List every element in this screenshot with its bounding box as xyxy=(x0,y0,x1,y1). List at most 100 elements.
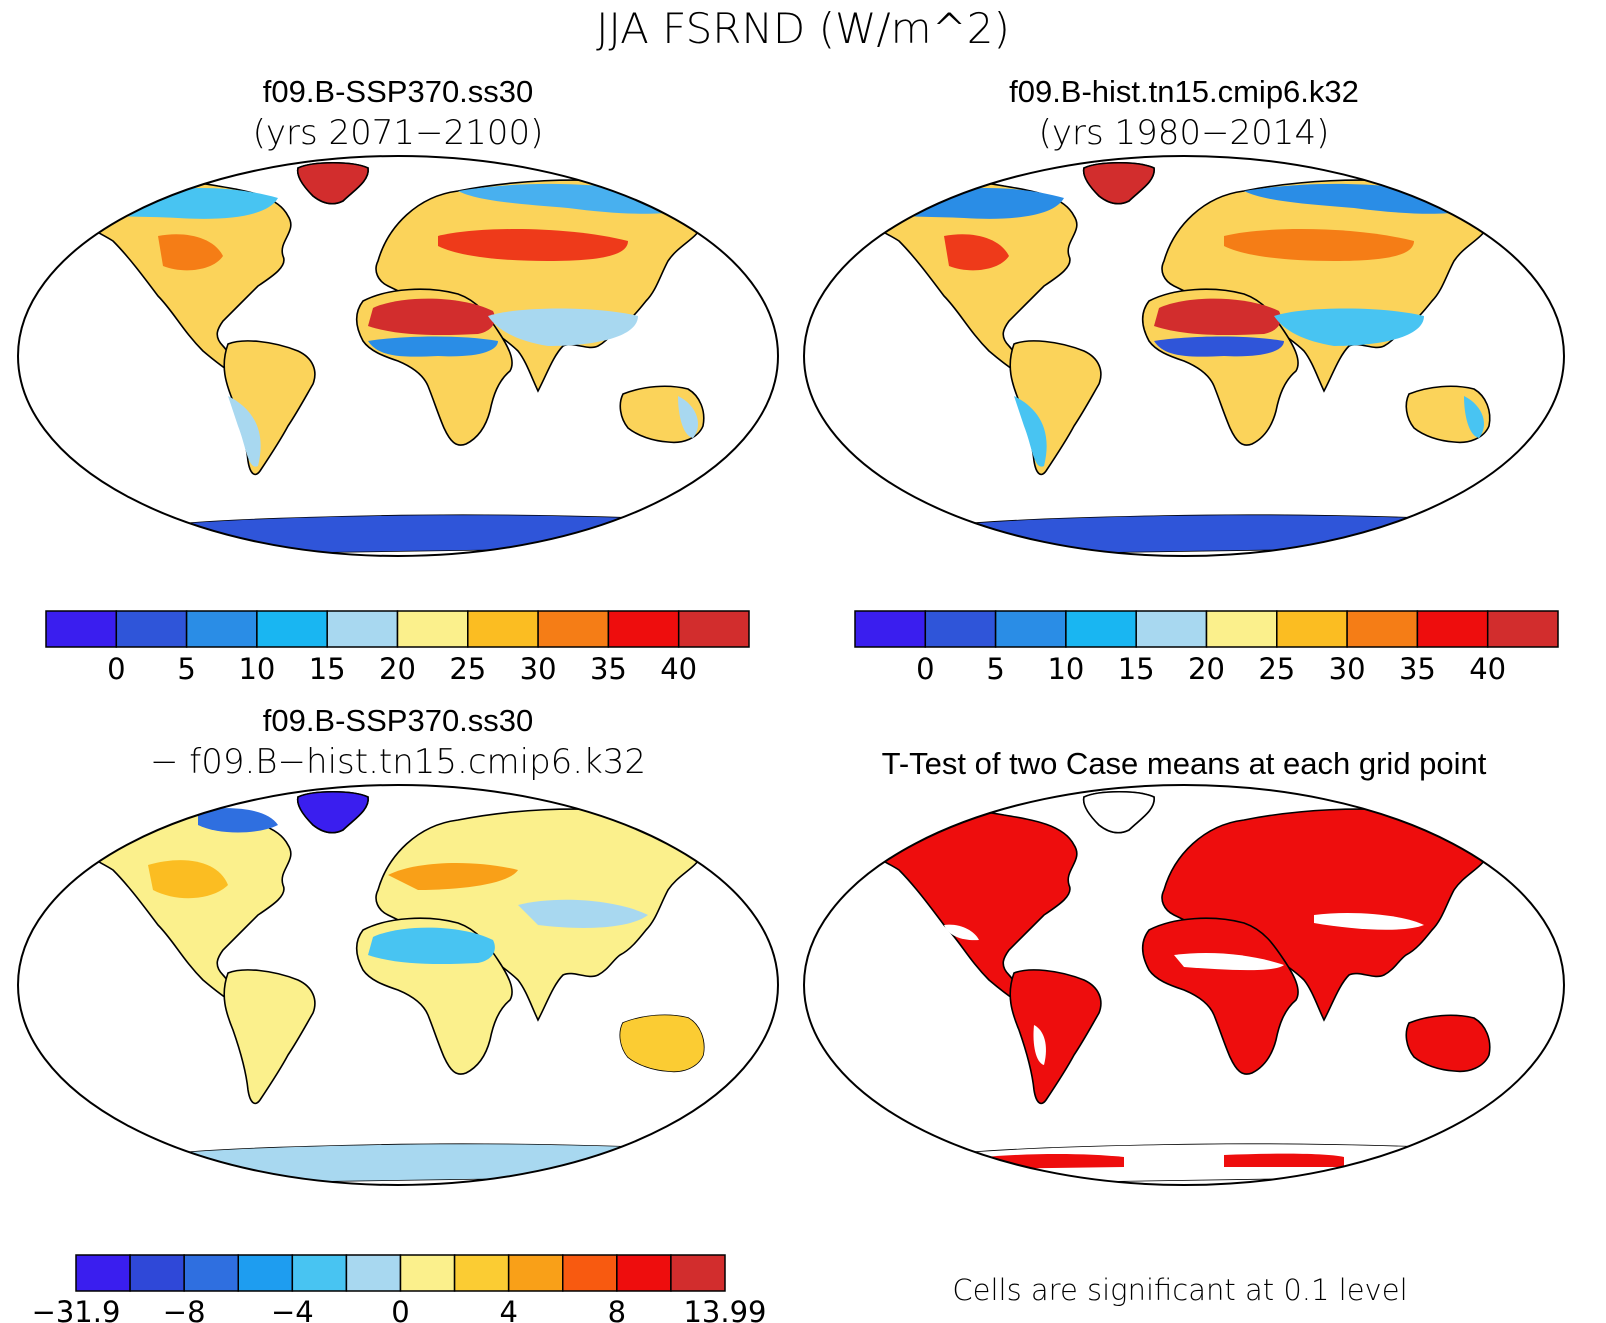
panel-3: f09.B-SSP370.ss30 − f09.B−hist.tn15.cmip… xyxy=(17,703,779,1186)
patch-samerica-cool xyxy=(228,396,261,467)
panel-3-subtitle: − f09.B−hist.tn15.cmip6.k32 xyxy=(150,742,646,782)
patch-sahara-hot xyxy=(368,298,495,336)
panel-4-map-border xyxy=(803,784,1565,1186)
nonsignificant-patch xyxy=(1033,1025,1046,1065)
patch-europe-pos xyxy=(388,863,518,890)
panel-1-land xyxy=(67,161,729,556)
colorbar-tick-label: 8 xyxy=(608,1295,626,1323)
colorbar-tick-label: 5 xyxy=(986,652,1004,686)
colorbar-swatch xyxy=(115,610,188,648)
antarctica-fill xyxy=(68,515,728,556)
ttest-note: Cells are significant at 0.1 level xyxy=(952,1273,1407,1307)
patch-us-hot xyxy=(158,234,223,271)
colorbar-swatch xyxy=(507,1254,564,1292)
patch-sahel-blue xyxy=(1154,336,1284,357)
panel-3-map xyxy=(67,790,729,1185)
colorbar-swatch xyxy=(129,1254,185,1292)
patch-us-hot xyxy=(944,234,1009,271)
colorbar-tick-label: 15 xyxy=(1118,652,1155,686)
panel-2-subtitle: (yrs 1980−2014) xyxy=(1039,113,1330,153)
colorbar-swatch xyxy=(453,1254,510,1292)
patch-us-pos xyxy=(148,860,228,899)
panel-3-title: f09.B-SSP370.ss30 xyxy=(263,703,534,738)
panel-2-land xyxy=(853,161,1515,556)
colorbar-tick-label: 35 xyxy=(590,652,627,686)
colorbar-panel-1: 0 5 10 15 20 25 30 35 40 xyxy=(45,610,750,686)
antarctica-fill xyxy=(854,1144,1514,1185)
panel-4-land xyxy=(853,790,1515,1185)
colorbar-panel-2: 0 5 10 15 20 25 30 35 40 xyxy=(854,610,1559,686)
colorbar-swatch xyxy=(396,610,469,648)
colorbar-swatch xyxy=(562,1254,618,1292)
patch-aus-east-cool xyxy=(678,396,698,438)
colorbar-tick-label: −31.9 xyxy=(32,1295,121,1323)
colorbar-swatch xyxy=(607,610,680,648)
panel-1-subtitle: (yrs 2071−2100) xyxy=(253,113,544,153)
colorbar-swatch xyxy=(1205,610,1278,648)
patch-sahara-neg xyxy=(368,927,495,965)
colorbar-swatch xyxy=(237,1254,294,1292)
nonsignificant-patch xyxy=(1314,913,1424,930)
antarctica-fill xyxy=(68,1144,728,1185)
colorbar-tick-label: 4 xyxy=(499,1295,517,1323)
colorbar-tick-label: 25 xyxy=(1258,652,1295,686)
colorbar-swatch xyxy=(256,610,328,648)
colorbar-tick-label: 15 xyxy=(309,652,346,686)
figure-title: JJA FSRND (W/m^2) xyxy=(596,4,1010,53)
patch-southasia-cool xyxy=(488,308,638,346)
colorbar-tick-label: 30 xyxy=(1329,652,1366,686)
colorbar-tick-label: 35 xyxy=(1399,652,1436,686)
panel-1: f09.B-SSP370.ss30 (yrs 2071−2100) xyxy=(17,74,779,557)
panel-1-title: f09.B-SSP370.ss30 xyxy=(263,74,534,109)
panel-2-title: f09.B-hist.tn15.cmip6.k32 xyxy=(1009,74,1359,109)
colorbar-tick-label: 25 xyxy=(449,652,486,686)
patch-midasia-hot xyxy=(1224,229,1414,261)
greenland-fill xyxy=(1082,162,1155,205)
patch-canada-cool xyxy=(874,188,1064,219)
greenland-fill xyxy=(1082,791,1155,834)
colorbar-swatch xyxy=(1416,610,1489,648)
panel-1-map-border xyxy=(17,155,779,557)
colorbar-swatch xyxy=(75,1254,131,1292)
antarctica-signif xyxy=(1224,1153,1344,1167)
panel-2: f09.B-hist.tn15.cmip6.k32 (yrs 1980−2014… xyxy=(803,74,1565,557)
patch-samerica-cool xyxy=(1014,396,1047,467)
colorbar-swatch xyxy=(616,1254,672,1292)
patch-midasia-hot xyxy=(438,229,628,261)
greenland-fill xyxy=(296,791,369,834)
colorbar-swatch xyxy=(670,1254,726,1292)
greenland-fill xyxy=(296,162,369,205)
panel-2-map xyxy=(853,161,1515,556)
panel-1-map xyxy=(67,161,729,556)
patch-aus-pos xyxy=(620,1015,704,1072)
colorbar-swatch xyxy=(1065,610,1137,648)
colorbar-tick-label: 0 xyxy=(107,652,125,686)
colorbar-tick-label: 40 xyxy=(1469,652,1506,686)
panel-4-title: T-Test of two Case means at each grid po… xyxy=(882,746,1487,781)
nonsignificant-patch xyxy=(1174,953,1284,971)
panel-4-map xyxy=(853,790,1515,1185)
colorbar-swatch xyxy=(399,1254,456,1292)
patch-sahara-hot xyxy=(1154,298,1281,336)
colorbar-tick-label: 20 xyxy=(1188,652,1225,686)
colorbar-swatch xyxy=(537,610,610,648)
patch-canada-cool xyxy=(88,188,278,219)
colorbar-tick-label: 20 xyxy=(379,652,416,686)
colorbar-swatch xyxy=(326,610,399,648)
panel-2-map-border xyxy=(803,155,1565,557)
colorbar-tick-label: 30 xyxy=(520,652,557,686)
antarctica-fill xyxy=(854,515,1514,556)
colorbar-tick-label: 0 xyxy=(916,652,934,686)
colorbar-tick-label: 0 xyxy=(391,1295,409,1323)
colorbar-swatch xyxy=(677,610,750,648)
colorbar-swatch xyxy=(1486,610,1559,648)
colorbar-swatch xyxy=(467,610,539,648)
colorbar-tick-label: −4 xyxy=(271,1295,314,1323)
colorbar-tick-label: 40 xyxy=(660,652,697,686)
colorbar-tick-label: 10 xyxy=(238,652,275,686)
patch-southasia-cool xyxy=(1274,308,1424,346)
colorbar-swatch xyxy=(924,610,997,648)
colorbar-swatch xyxy=(183,1254,240,1292)
colorbar-tick-label: −8 xyxy=(163,1295,206,1323)
